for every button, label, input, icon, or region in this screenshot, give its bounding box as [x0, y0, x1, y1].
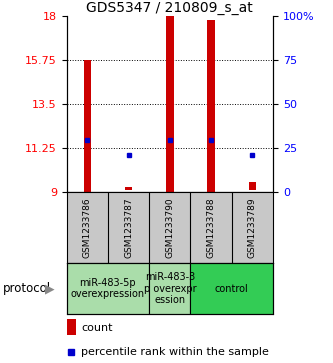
Bar: [125, 188, 132, 191]
Bar: [190, 263, 273, 314]
Text: percentile rank within the sample: percentile rank within the sample: [81, 347, 269, 357]
Title: GDS5347 / 210809_s_at: GDS5347 / 210809_s_at: [87, 1, 253, 15]
Text: GSM1233787: GSM1233787: [124, 197, 133, 258]
Bar: [149, 263, 190, 314]
Text: protocol: protocol: [3, 282, 52, 295]
Bar: [207, 20, 215, 192]
Bar: [166, 16, 173, 192]
Text: miR-483-3
p overexpr
ession: miR-483-3 p overexpr ession: [144, 272, 196, 305]
Text: GSM1233790: GSM1233790: [165, 197, 174, 258]
Text: GSM1233786: GSM1233786: [83, 197, 92, 258]
Text: miR-483-5p
overexpression: miR-483-5p overexpression: [71, 278, 145, 299]
Text: count: count: [81, 323, 113, 333]
Text: control: control: [215, 284, 249, 294]
Bar: [84, 60, 91, 192]
Bar: [249, 182, 256, 191]
Text: GSM1233789: GSM1233789: [248, 197, 257, 258]
Text: ▶: ▶: [45, 282, 55, 295]
Text: GSM1233788: GSM1233788: [206, 197, 216, 258]
Bar: [67, 263, 149, 314]
Bar: [67, 319, 76, 335]
